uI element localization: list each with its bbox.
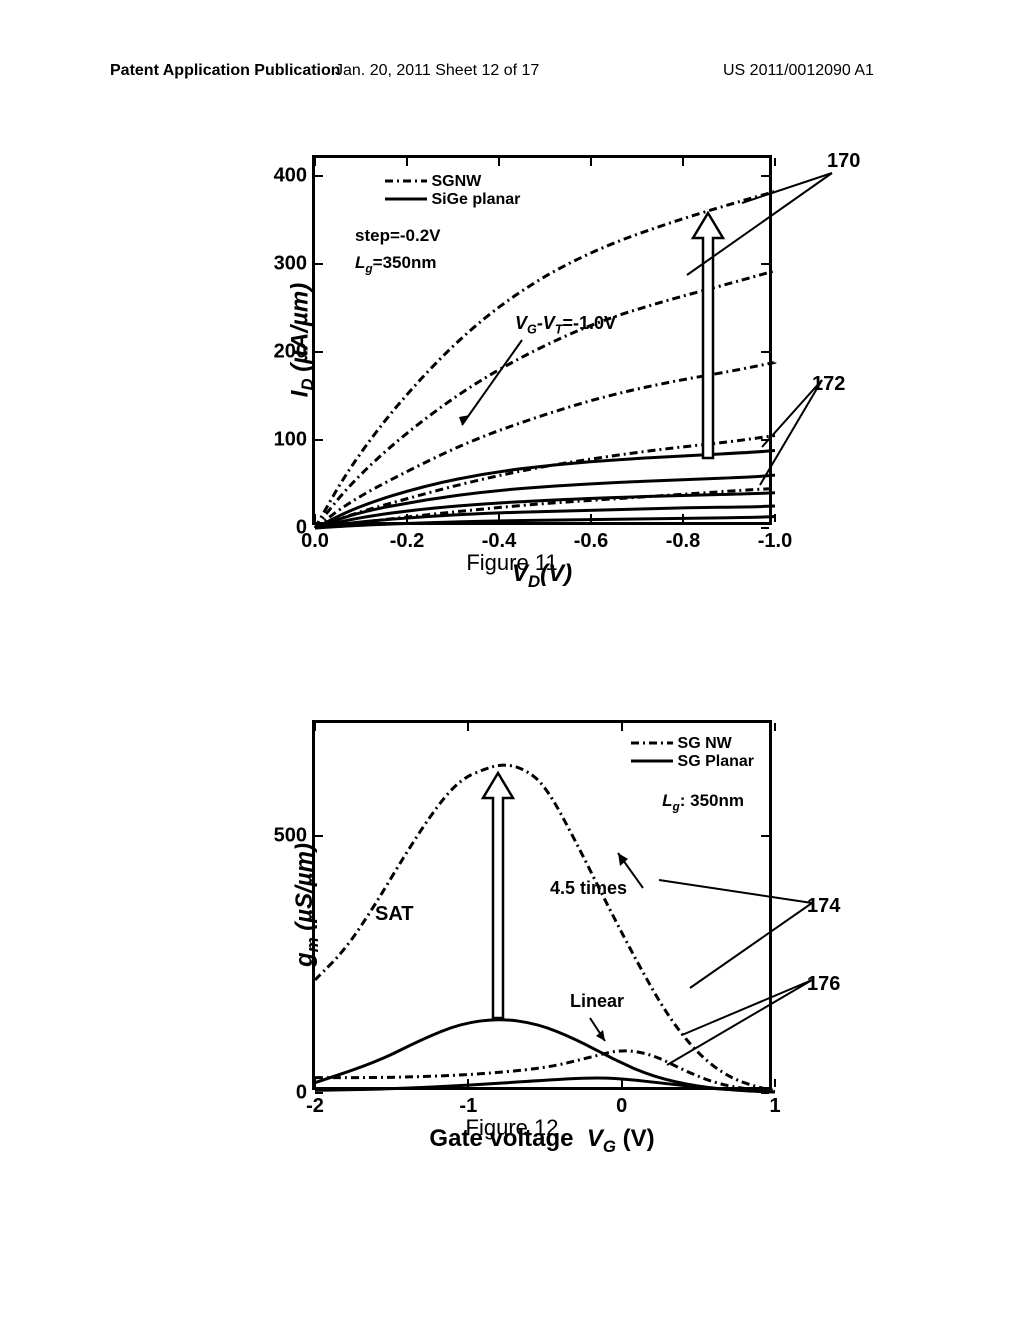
vgvt-arrow-lines xyxy=(312,155,772,525)
figure-12: gm (µS/µm) Gate voltage VG (V) SG NW SG … xyxy=(212,720,812,1141)
x-axis-label-12: Gate voltage VG (V) xyxy=(429,1125,654,1157)
header-mid: Jan. 20, 2011 Sheet 12 of 17 xyxy=(335,62,539,80)
callout-176-lines xyxy=(312,720,872,1090)
header-left: Patent Application Publication xyxy=(110,62,341,80)
figure-11: ID (µA/µm) VD(V) SGNW SiGe planar step=-… xyxy=(212,155,812,576)
header-right: US 2011/0012090 A1 xyxy=(723,62,874,80)
x-axis-label: VD(V) xyxy=(512,560,572,592)
